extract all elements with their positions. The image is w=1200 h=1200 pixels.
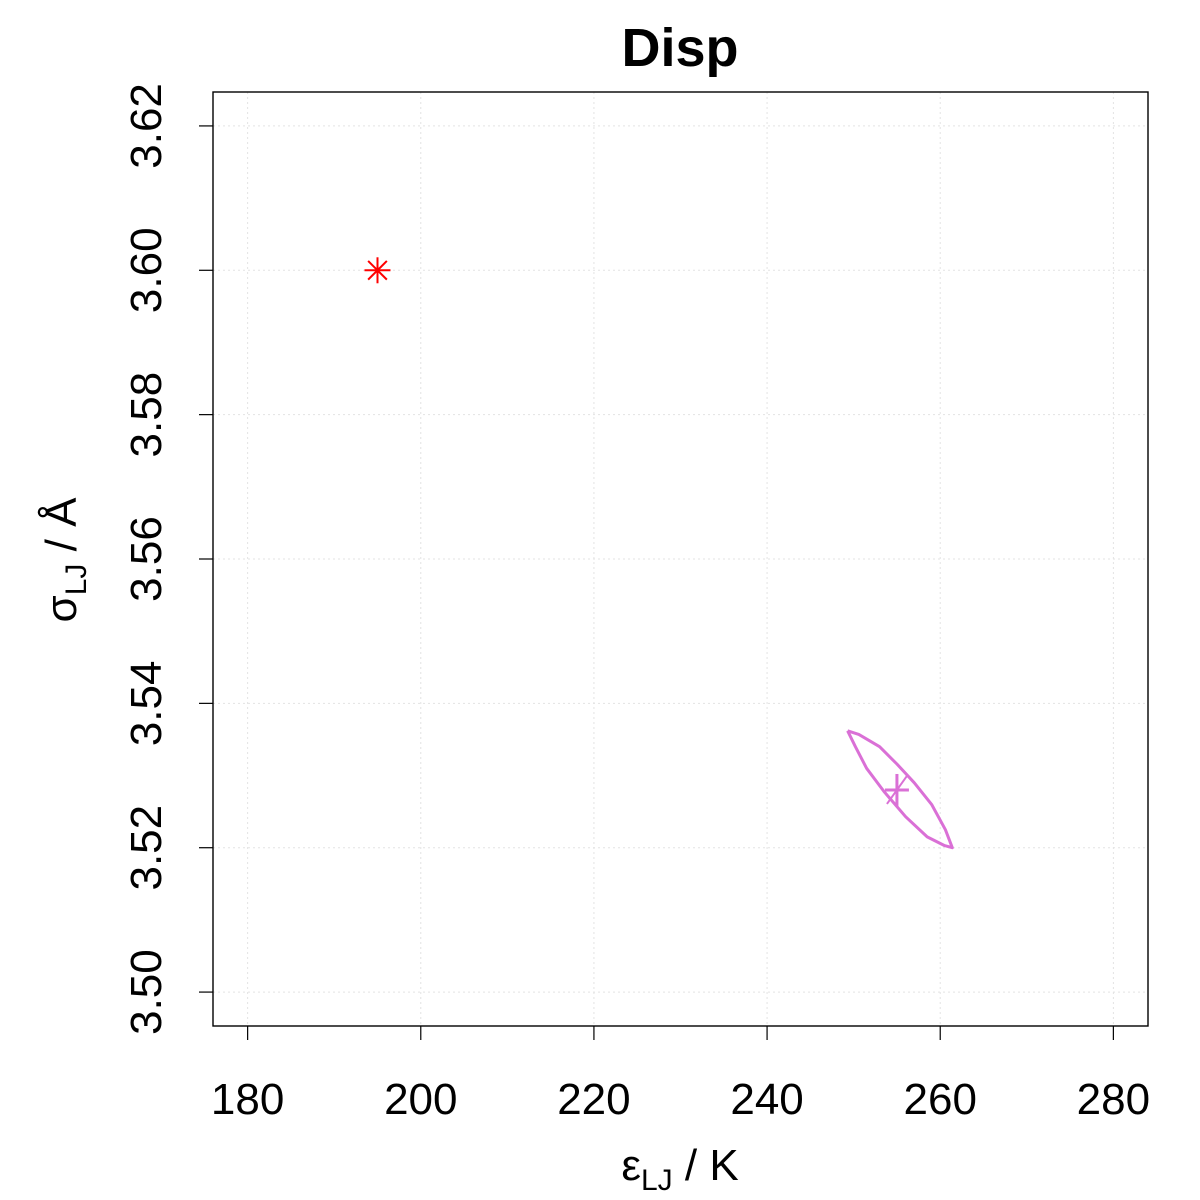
x-tick-label: 280: [1077, 1075, 1150, 1124]
y-tick-label: 3.58: [122, 372, 171, 458]
tick-layer: 180 200 220 240 260 280 3.50 3.52 3.54 3.56 3.58 3.…: [122, 83, 1150, 1124]
y-tick-label: 3.56: [122, 516, 171, 602]
x-axis-label: εLJ / K: [621, 1141, 738, 1197]
chart-title: Disp: [621, 18, 738, 78]
x-axis-unit: / K: [673, 1141, 739, 1190]
cross-stroke: [886, 775, 908, 805]
y-tick-label: 3.50: [122, 949, 171, 1035]
x-tick-label: 220: [557, 1075, 630, 1124]
x-axis-subscript: LJ: [641, 1164, 673, 1197]
y-tick-label: 3.52: [122, 805, 171, 891]
x-axis-symbol: ε: [621, 1141, 641, 1190]
asterisk-stroke: [367, 260, 388, 281]
reference-point-asterisk: [364, 257, 391, 284]
confidence-ellipse: [846, 729, 954, 850]
y-tick-label: 3.62: [122, 83, 171, 169]
grid-layer: [213, 92, 1148, 1026]
x-tick-label: 260: [904, 1075, 977, 1124]
fit-point-cross: [884, 773, 909, 806]
y-axis-symbol: σ: [37, 595, 86, 622]
y-axis-label: σLJ / Å: [37, 497, 93, 623]
data-layer: [364, 257, 954, 850]
x-tick-label: 180: [211, 1075, 284, 1124]
y-tick-label: 3.60: [122, 227, 171, 313]
y-axis-unit: / Å: [37, 497, 86, 564]
x-tick-label: 240: [730, 1075, 803, 1124]
y-axis-subscript: LJ: [60, 564, 93, 596]
y-tick-label: 3.54: [122, 661, 171, 747]
x-tick-label: 200: [384, 1075, 457, 1124]
